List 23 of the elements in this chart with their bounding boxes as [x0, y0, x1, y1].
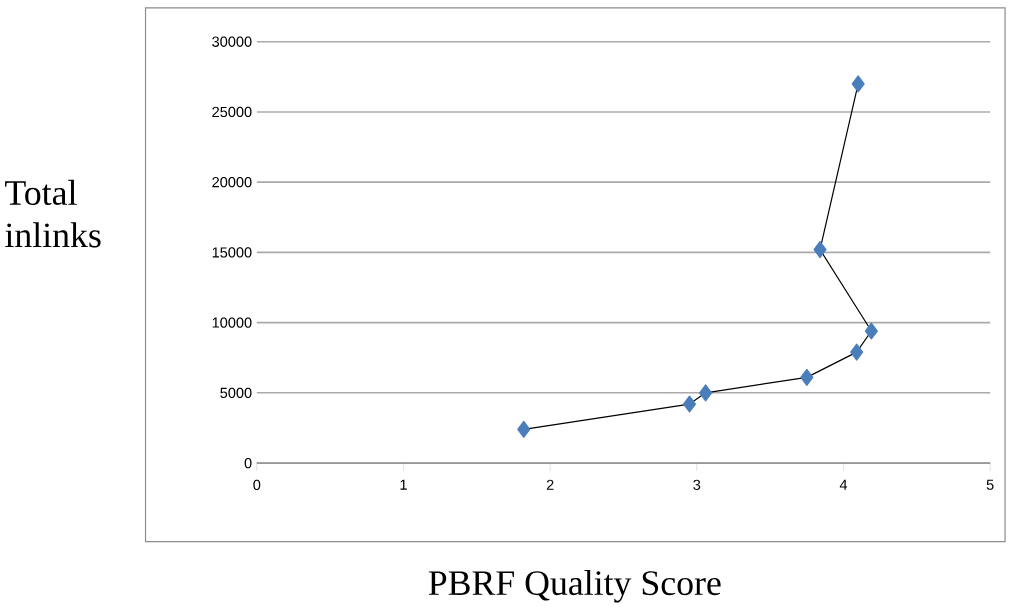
point [800, 368, 814, 386]
y-tick-label: 15000 [212, 247, 252, 258]
y-tick-label: 30000 [212, 36, 252, 47]
y-tick-label: 0 [244, 457, 252, 469]
point [813, 241, 827, 259]
point [851, 75, 865, 93]
y-tick-label: 25000 [212, 106, 252, 118]
x-tick-label: 4 [839, 479, 848, 490]
y-tick-label: 5000 [220, 387, 252, 399]
x-tick-label: 2 [546, 479, 554, 490]
point [682, 395, 697, 413]
point [850, 343, 864, 361]
x-axis-title: PBRF Quality Score [428, 570, 721, 603]
point [699, 384, 713, 402]
point [864, 322, 878, 340]
x-tick-label: 0 [253, 479, 261, 490]
y-tick-label: 10000 [212, 317, 252, 328]
point [517, 420, 531, 438]
y-axis-title: Total inlinks [5, 179, 101, 248]
y-tick-label: 20000 [212, 177, 252, 188]
x-tick-label: 1 [400, 479, 407, 490]
x-tick-label: 3 [693, 479, 701, 490]
x-tick-label: 5 [986, 479, 994, 490]
